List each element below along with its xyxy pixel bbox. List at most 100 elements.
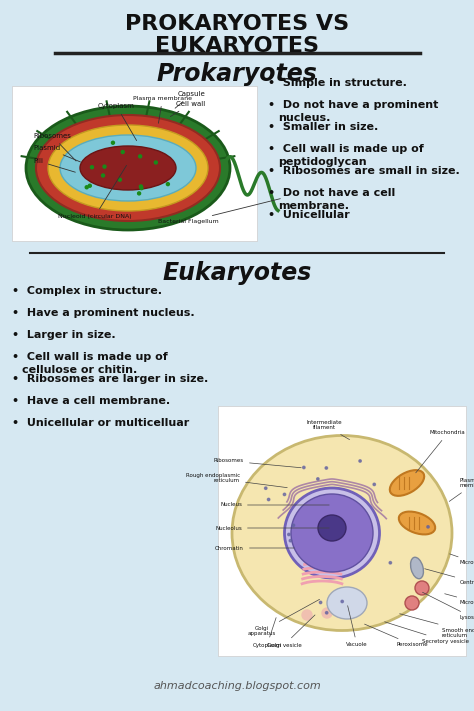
Circle shape: [103, 165, 106, 168]
FancyBboxPatch shape: [218, 406, 466, 656]
Circle shape: [121, 151, 124, 154]
Ellipse shape: [36, 115, 220, 221]
Text: Plasmid: Plasmid: [33, 145, 81, 162]
Circle shape: [267, 498, 270, 501]
Circle shape: [405, 596, 419, 610]
Circle shape: [359, 460, 361, 462]
Ellipse shape: [291, 494, 373, 572]
Text: Cell wall: Cell wall: [170, 101, 205, 117]
Text: •  Larger in size.: • Larger in size.: [12, 330, 116, 340]
Text: Bacterial Flagellum: Bacterial Flagellum: [158, 198, 280, 224]
Text: Microfilament: Microfilament: [445, 594, 474, 606]
Ellipse shape: [284, 488, 380, 578]
Text: Golgi vesicle: Golgi vesicle: [266, 615, 315, 648]
Ellipse shape: [26, 106, 230, 230]
Text: ahmadcoaching.blogspot.com: ahmadcoaching.blogspot.com: [153, 681, 321, 691]
Circle shape: [118, 178, 121, 181]
Text: Vacuole: Vacuole: [346, 606, 368, 648]
Text: Peroxisome: Peroxisome: [365, 624, 428, 648]
Circle shape: [317, 478, 319, 480]
Circle shape: [302, 610, 312, 620]
Circle shape: [283, 493, 286, 496]
Text: peptidoglycan: peptidoglycan: [278, 157, 366, 167]
Circle shape: [264, 487, 267, 489]
Circle shape: [88, 184, 91, 187]
Ellipse shape: [318, 515, 346, 541]
Text: Secretory vesicle: Secretory vesicle: [384, 622, 469, 643]
Circle shape: [427, 525, 429, 528]
Text: •  Have a prominent nucleus.: • Have a prominent nucleus.: [12, 308, 195, 318]
Text: Cytoplasm: Cytoplasm: [98, 103, 137, 141]
Circle shape: [138, 155, 142, 158]
Text: •  Unicellular or multicelluar: • Unicellular or multicelluar: [12, 418, 189, 428]
Ellipse shape: [60, 135, 196, 201]
Circle shape: [373, 483, 375, 486]
Ellipse shape: [232, 436, 452, 631]
Circle shape: [155, 161, 157, 164]
Text: Nucleus: Nucleus: [220, 503, 329, 508]
Text: membrane.: membrane.: [278, 201, 349, 211]
Circle shape: [139, 185, 142, 188]
Circle shape: [325, 467, 328, 469]
Text: •  Simple in structure.: • Simple in structure.: [268, 78, 407, 88]
Circle shape: [341, 600, 343, 603]
Circle shape: [111, 141, 114, 144]
Circle shape: [166, 183, 169, 186]
Text: Prokaryotes: Prokaryotes: [156, 62, 318, 86]
Text: •  Do not have a prominent: • Do not have a prominent: [268, 100, 438, 110]
Circle shape: [319, 602, 322, 604]
Text: Capsule: Capsule: [175, 91, 206, 108]
Text: Nucleoid (circular DNA): Nucleoid (circular DNA): [58, 166, 132, 219]
Text: Pili: Pili: [33, 158, 75, 172]
Ellipse shape: [410, 557, 423, 579]
Circle shape: [292, 524, 295, 526]
Text: Eukaryotes: Eukaryotes: [162, 261, 312, 285]
Text: Centrosome: Centrosome: [425, 569, 474, 585]
Text: Plasma membrane: Plasma membrane: [133, 96, 192, 123]
Circle shape: [288, 533, 290, 535]
Text: •  Have a cell membrane.: • Have a cell membrane.: [12, 396, 170, 406]
FancyBboxPatch shape: [12, 86, 257, 241]
Text: Golgi
apparatus: Golgi apparatus: [248, 599, 319, 636]
Circle shape: [389, 562, 392, 564]
Circle shape: [289, 540, 292, 542]
Text: •  Cell wall is made up of: • Cell wall is made up of: [12, 352, 168, 362]
Circle shape: [137, 192, 141, 195]
Text: PROKARYOTES VS: PROKARYOTES VS: [125, 14, 349, 34]
Text: Smooth endoplasmic
reticulum: Smooth endoplasmic reticulum: [400, 614, 474, 638]
Circle shape: [342, 606, 352, 616]
Circle shape: [140, 187, 143, 190]
Circle shape: [85, 186, 88, 188]
Circle shape: [322, 608, 332, 618]
Circle shape: [101, 174, 105, 177]
Text: Intermediate
filament: Intermediate filament: [306, 419, 350, 439]
Text: Mitochondria: Mitochondria: [416, 430, 466, 473]
Text: Cytoplasm: Cytoplasm: [252, 618, 282, 648]
Text: •  Ribosomes are larger in size.: • Ribosomes are larger in size.: [12, 374, 208, 384]
Text: nucleus.: nucleus.: [278, 113, 330, 123]
Ellipse shape: [327, 587, 367, 619]
Text: •  Smaller in size.: • Smaller in size.: [268, 122, 378, 132]
Circle shape: [415, 581, 429, 595]
Text: Nucleolus: Nucleolus: [215, 525, 329, 530]
Text: •  Cell wall is made up of: • Cell wall is made up of: [268, 144, 424, 154]
Text: Plasma
membrane: Plasma membrane: [449, 478, 474, 501]
Ellipse shape: [399, 512, 435, 535]
Text: EUKARYOTES: EUKARYOTES: [155, 36, 319, 56]
Text: cellulose or chitin.: cellulose or chitin.: [22, 365, 137, 375]
Text: Ribosomes: Ribosomes: [33, 133, 76, 161]
Circle shape: [91, 166, 93, 169]
Text: •  Do not have a cell: • Do not have a cell: [268, 188, 395, 198]
Text: •  Unicellular: • Unicellular: [268, 210, 350, 220]
Text: •  Complex in structure.: • Complex in structure.: [12, 286, 162, 296]
Text: Rough endoplasmic
reticulum: Rough endoplasmic reticulum: [186, 473, 287, 488]
Text: Chromatin: Chromatin: [215, 545, 294, 550]
Text: •  Ribosomes are small in size.: • Ribosomes are small in size.: [268, 166, 460, 176]
Ellipse shape: [48, 125, 208, 211]
Text: Lysosome: Lysosome: [422, 592, 474, 621]
Circle shape: [303, 466, 305, 469]
Text: Microtubule: Microtubule: [450, 554, 474, 565]
Circle shape: [326, 611, 328, 614]
Ellipse shape: [390, 470, 424, 496]
Ellipse shape: [80, 146, 176, 190]
